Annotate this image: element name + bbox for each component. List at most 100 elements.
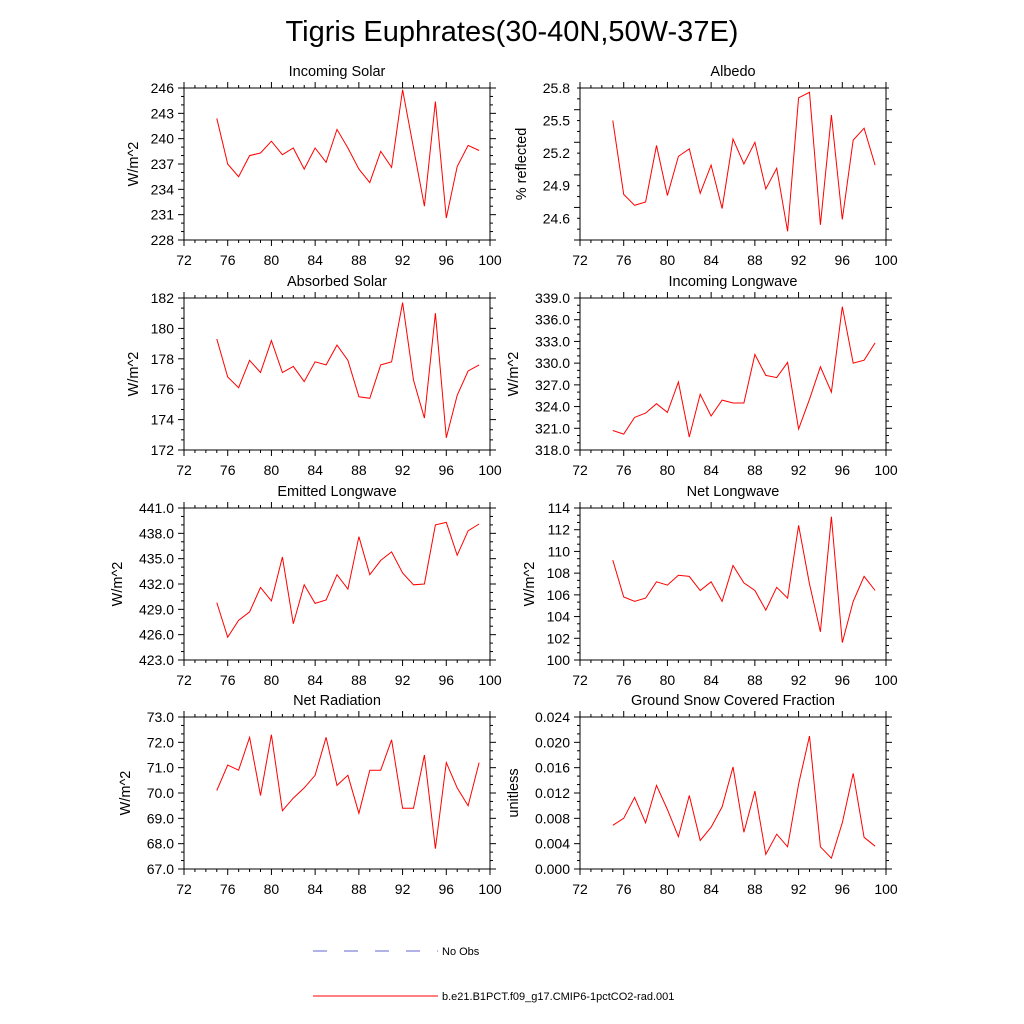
x-tick-label: 84 xyxy=(307,462,323,478)
y-tick-label: 0.020 xyxy=(535,734,570,750)
x-tick-label: 100 xyxy=(874,252,898,268)
panel-title: Incoming Longwave xyxy=(669,274,798,290)
x-tick-label: 80 xyxy=(660,881,676,897)
x-tick-label: 100 xyxy=(478,252,502,268)
y-axis-label: unitless xyxy=(506,768,522,817)
chart-panel: 72 76 80 84 88 92 96 100 423.0 426.0 429.0 432.0 435… xyxy=(110,484,502,688)
y-tick-label: 182 xyxy=(151,290,175,306)
x-tick-label: 76 xyxy=(616,672,632,688)
y-axis-label: W/m^2 xyxy=(126,142,142,187)
x-tick-label: 72 xyxy=(176,252,192,268)
x-tick-label: 80 xyxy=(264,881,280,897)
x-tick-label: 92 xyxy=(791,462,807,478)
y-tick-label: 330.0 xyxy=(535,355,570,371)
x-tick-label: 92 xyxy=(791,672,807,688)
x-tick-label: 72 xyxy=(572,881,588,897)
x-tick-label: 88 xyxy=(747,672,763,688)
y-tick-label: 0.024 xyxy=(535,709,570,725)
x-tick-label: 88 xyxy=(351,672,367,688)
panels: 72 76 80 84 88 92 96 100 228 231 234 237 240 243 246 In… xyxy=(110,64,898,897)
y-tick-label: 24.9 xyxy=(543,178,570,194)
panel-title: Net Longwave xyxy=(687,484,780,500)
y-tick-label: 106 xyxy=(547,587,571,603)
x-tick-label: 80 xyxy=(264,252,280,268)
x-tick-label: 72 xyxy=(572,462,588,478)
y-tick-label: 426.0 xyxy=(139,627,174,643)
y-axis-label: W/m^2 xyxy=(110,562,126,607)
y-tick-label: 336.0 xyxy=(535,312,570,328)
y-tick-label: 0.016 xyxy=(535,760,570,776)
y-tick-label: 73.0 xyxy=(147,709,174,725)
x-tick-label: 72 xyxy=(572,252,588,268)
x-tick-label: 96 xyxy=(834,252,850,268)
x-tick-label: 92 xyxy=(395,462,411,478)
y-tick-label: 72.0 xyxy=(147,734,174,750)
y-tick-label: 24.6 xyxy=(543,210,570,226)
panel-title: Emitted Longwave xyxy=(277,484,396,500)
y-axis-label: W/m^2 xyxy=(118,771,134,816)
y-tick-label: 25.8 xyxy=(543,80,570,96)
x-tick-label: 76 xyxy=(616,881,632,897)
x-tick-label: 80 xyxy=(264,462,280,478)
panel-title: Ground Snow Covered Fraction xyxy=(631,693,835,709)
y-tick-label: 438.0 xyxy=(139,525,174,541)
x-tick-label: 96 xyxy=(834,462,850,478)
x-tick-label: 100 xyxy=(478,881,502,897)
y-tick-label: 102 xyxy=(547,630,571,646)
chart-panel: 72 76 80 84 88 92 96 100 67.0 68.0 69.0 70.0 71.0 72.… xyxy=(118,693,502,897)
legend-obs-label: No Obs xyxy=(442,946,480,958)
y-tick-label: 112 xyxy=(548,522,571,538)
x-tick-label: 76 xyxy=(616,462,632,478)
x-tick-label: 72 xyxy=(572,672,588,688)
series-line xyxy=(612,91,876,232)
x-tick-label: 84 xyxy=(703,881,719,897)
legend: No Obs b.e21.B1PCT.f09_g17.CMIP6-1pctCO2… xyxy=(313,946,674,1003)
x-tick-label: 88 xyxy=(747,462,763,478)
y-tick-label: 71.0 xyxy=(147,760,174,776)
y-tick-label: 69.0 xyxy=(147,810,174,826)
x-tick-label: 96 xyxy=(438,881,454,897)
y-tick-label: 240 xyxy=(151,131,175,147)
series-line xyxy=(216,734,480,849)
x-tick-label: 100 xyxy=(478,672,502,688)
x-tick-label: 84 xyxy=(703,672,719,688)
y-tick-label: 172 xyxy=(151,442,175,458)
chart-panel: 72 76 80 84 88 92 96 100 0.000 0.004 0.008 0.012 0.0… xyxy=(506,693,898,897)
y-tick-label: 234 xyxy=(151,181,175,197)
y-tick-label: 108 xyxy=(547,565,571,581)
y-tick-label: 318.0 xyxy=(535,442,570,458)
y-tick-label: 429.0 xyxy=(139,601,174,617)
x-tick-label: 96 xyxy=(438,252,454,268)
x-tick-label: 84 xyxy=(307,881,323,897)
x-tick-label: 80 xyxy=(660,462,676,478)
plot-frame xyxy=(183,87,491,241)
x-tick-label: 76 xyxy=(220,881,236,897)
y-tick-label: 432.0 xyxy=(139,576,174,592)
x-tick-label: 88 xyxy=(351,462,367,478)
y-tick-label: 423.0 xyxy=(139,652,174,668)
y-tick-label: 0.000 xyxy=(535,861,570,877)
y-tick-label: 104 xyxy=(547,609,571,625)
y-tick-label: 339.0 xyxy=(535,290,570,306)
series-line xyxy=(216,89,480,219)
x-tick-label: 76 xyxy=(616,252,632,268)
panel-title: Absorbed Solar xyxy=(287,274,387,290)
y-tick-label: 174 xyxy=(151,412,175,428)
y-tick-label: 25.5 xyxy=(543,113,570,129)
x-tick-label: 100 xyxy=(874,881,898,897)
panel-title: Albedo xyxy=(710,64,755,80)
y-tick-label: 0.004 xyxy=(535,836,570,852)
y-tick-label: 0.008 xyxy=(535,810,570,826)
series-line xyxy=(612,735,876,860)
plot-frame xyxy=(183,297,491,451)
y-tick-label: 0.012 xyxy=(535,785,570,801)
x-tick-label: 76 xyxy=(220,672,236,688)
x-tick-label: 100 xyxy=(478,462,502,478)
x-tick-label: 96 xyxy=(834,672,850,688)
y-tick-label: 68.0 xyxy=(147,836,174,852)
y-tick-label: 441.0 xyxy=(139,500,174,516)
x-tick-label: 72 xyxy=(176,672,192,688)
legend-model-label: b.e21.B1PCT.f09_g17.CMIP6-1pctCO2-rad.00… xyxy=(442,991,674,1003)
y-tick-label: 114 xyxy=(548,500,571,516)
y-tick-label: 243 xyxy=(151,105,175,121)
